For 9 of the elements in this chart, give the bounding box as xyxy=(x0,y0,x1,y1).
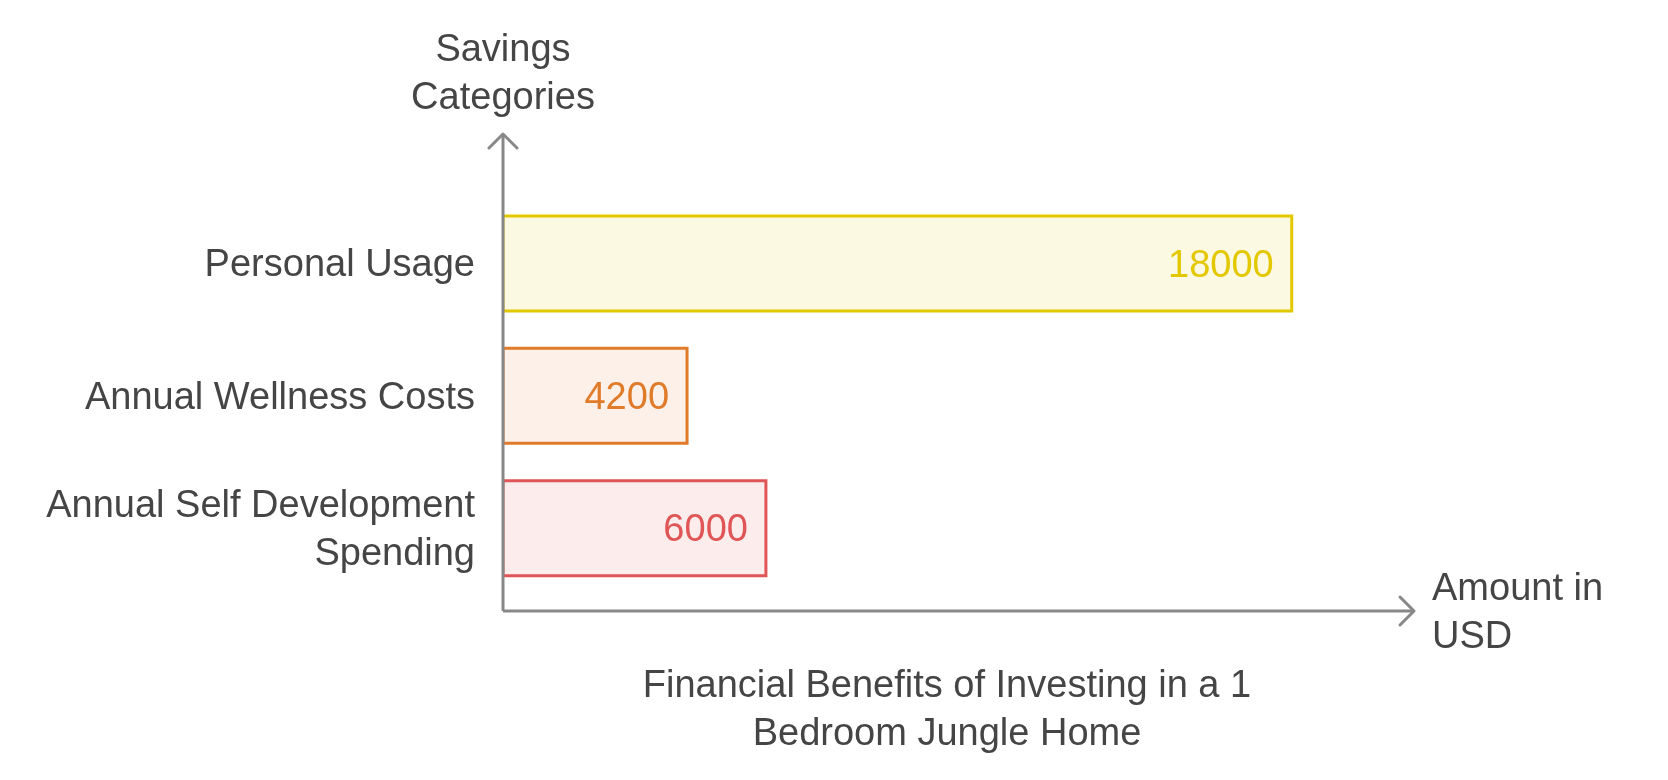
x-axis-title: Amount in USD xyxy=(1432,565,1605,658)
data-label: 18000 xyxy=(1168,242,1274,285)
y-tick-label: Annual Self Development Spending xyxy=(46,483,476,574)
y-tick-label: Annual Wellness Costs xyxy=(84,374,475,417)
y-tick-label: Personal Usage xyxy=(204,242,475,285)
y-axis-title: Savings Categories xyxy=(410,26,596,119)
text: Financial Benefits of Investing in a 1 Bedroom Jungle Home xyxy=(641,662,1253,755)
data-label: 4200 xyxy=(584,375,670,418)
data-label: 6000 xyxy=(663,507,748,550)
